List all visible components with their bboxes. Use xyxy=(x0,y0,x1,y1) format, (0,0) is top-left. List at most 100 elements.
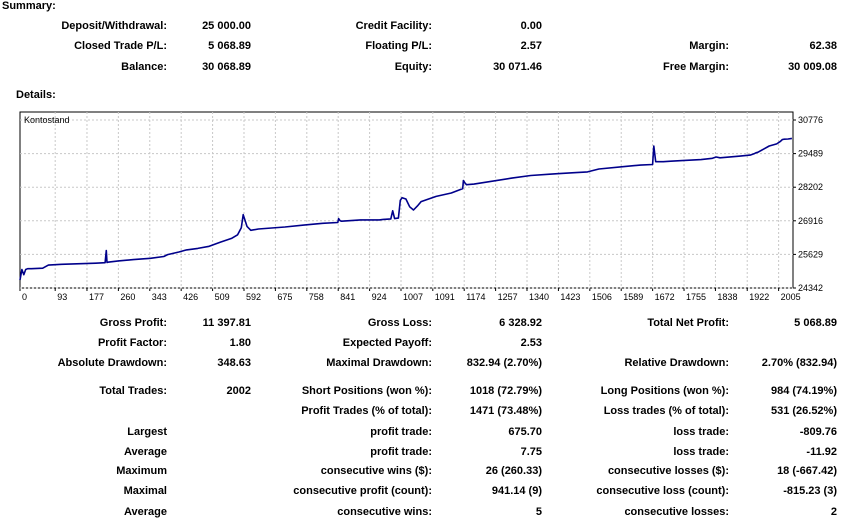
maximum-profit-label: consecutive wins ($): xyxy=(320,465,432,477)
gross-loss-value: 6 328.92 xyxy=(499,317,542,329)
largest-profit-label: profit trade: xyxy=(370,426,432,438)
average-loss-value: -11.92 xyxy=(806,446,837,458)
relative-drawdown-value: 2.70% (832.94) xyxy=(761,357,837,369)
x-tick-label: 509 xyxy=(215,292,230,302)
closed-trade-pl-label: Closed Trade P/L: xyxy=(74,40,167,52)
profit-trades-label: Profit Trades (% of total): xyxy=(301,405,432,417)
equity-label: Equity: xyxy=(394,61,432,73)
maximum-loss-label: consecutive losses ($): xyxy=(607,465,729,477)
absolute-drawdown-label: Absolute Drawdown: xyxy=(57,357,167,369)
x-tick-label: 592 xyxy=(246,292,261,302)
short-positions-label: Short Positions (won %): xyxy=(301,385,432,397)
maximal-profit-value: 941.14 (9) xyxy=(491,485,542,497)
x-tick-label: 758 xyxy=(309,292,324,302)
x-tick-label: 260 xyxy=(120,292,135,302)
largest-label: Largest xyxy=(127,426,167,438)
total-trades-value: 2002 xyxy=(226,385,251,397)
deposit-withdrawal-label: Deposit/Withdrawal: xyxy=(61,20,167,32)
x-tick-label: 1589 xyxy=(623,292,643,302)
free-margin-value: 30 009.08 xyxy=(788,61,837,73)
total-net-profit-value: 5 068.89 xyxy=(794,317,837,329)
x-tick-label: 426 xyxy=(183,292,198,302)
total-net-profit-label: Total Net Profit: xyxy=(647,317,729,329)
average-consecutive-label: Average xyxy=(123,506,167,518)
maximal-drawdown-value: 832.94 (2.70%) xyxy=(466,357,542,369)
expected-payoff-value: 2.53 xyxy=(520,337,542,349)
balance-chart: 0 93 177 260 343 426 509 592 675 758 841 924 1007 109… xyxy=(19,111,823,302)
profit-factor-label: Profit Factor: xyxy=(97,337,167,349)
x-tick-label: 343 xyxy=(152,292,167,302)
x-tick-label: 1755 xyxy=(686,292,706,302)
x-tick-label: 1506 xyxy=(592,292,612,302)
total-trades-label: Total Trades: xyxy=(99,385,167,397)
details-heading: Details: xyxy=(16,89,56,101)
x-tick-label: 1091 xyxy=(435,292,455,302)
x-tick-label: 924 xyxy=(372,292,387,302)
x-tick-label: 841 xyxy=(340,292,355,302)
gross-profit-label: Gross Profit: xyxy=(99,317,167,329)
x-tick-label: 1174 xyxy=(466,292,485,302)
y-tick-label: 26916 xyxy=(798,216,823,226)
credit-facility-label: Credit Facility: xyxy=(355,20,432,32)
x-tick-label: 1423 xyxy=(560,292,580,302)
profit-trades-value: 1471 (73.48%) xyxy=(469,405,542,417)
average-consecutive-profit-label: consecutive wins: xyxy=(337,506,432,518)
profit-factor-value: 1.80 xyxy=(229,337,251,349)
largest-loss-label: loss trade: xyxy=(673,426,729,438)
loss-trades-label: Loss trades (% of total): xyxy=(603,405,729,417)
deposit-withdrawal-value: 25 000.00 xyxy=(202,20,251,32)
relative-drawdown-label: Relative Drawdown: xyxy=(624,357,729,369)
short-positions-value: 1018 (72.79%) xyxy=(469,385,542,397)
maximal-label: Maximal xyxy=(123,485,167,497)
closed-trade-pl-value: 5 068.89 xyxy=(208,40,251,52)
x-tick-label: 1672 xyxy=(655,292,675,302)
x-tick-label: 93 xyxy=(57,292,67,302)
x-tick-label: 1838 xyxy=(717,292,737,302)
x-tick-label: 1340 xyxy=(529,292,549,302)
credit-facility-value: 0.00 xyxy=(520,20,542,32)
x-tick-label: 1257 xyxy=(498,292,518,302)
maximal-drawdown-label: Maximal Drawdown: xyxy=(326,357,432,369)
maximal-loss-value: -815.23 (3) xyxy=(783,485,837,497)
average-consecutive-loss-value: 2 xyxy=(830,506,837,518)
y-tick-label: 25629 xyxy=(798,249,823,259)
long-positions-value: 984 (74.19%) xyxy=(770,385,837,397)
y-tick-label: 24342 xyxy=(798,283,823,293)
y-tick-label: 28202 xyxy=(798,182,823,192)
expected-payoff-label: Expected Payoff: xyxy=(342,337,432,349)
equity-value: 30 071.46 xyxy=(493,61,542,73)
x-tick-label: 675 xyxy=(277,292,292,302)
average-profit-value: 7.75 xyxy=(520,446,542,458)
average-profit-label: profit trade: xyxy=(370,446,432,458)
floating-pl-value: 2.57 xyxy=(520,40,542,52)
average-consecutive-profit-value: 5 xyxy=(535,506,542,518)
summary-heading: Summary: xyxy=(2,0,56,12)
x-tick-label: 0 xyxy=(22,292,27,302)
margin-label: Margin: xyxy=(689,40,729,52)
average-loss-label: loss trade: xyxy=(673,446,729,458)
average-consecutive-loss-label: consecutive losses: xyxy=(624,506,729,518)
balance-label: Balance: xyxy=(121,61,167,73)
x-tick-label: 2005 xyxy=(781,292,801,302)
x-tick-label: 1007 xyxy=(403,292,423,302)
balance-series-line xyxy=(19,137,793,281)
balance-value: 30 068.89 xyxy=(202,61,251,73)
loss-trades-value: 531 (26.52%) xyxy=(770,405,837,417)
largest-loss-value: -809.76 xyxy=(799,426,837,438)
margin-value: 62.38 xyxy=(809,40,837,52)
maximal-loss-label: consecutive loss (count): xyxy=(596,485,729,497)
long-positions-label: Long Positions (won %): xyxy=(600,385,729,397)
maximum-loss-value: 18 (-667.42) xyxy=(777,465,837,477)
average-label: Average xyxy=(123,446,167,458)
gross-loss-label: Gross Loss: xyxy=(367,317,432,329)
x-tick-label: 1922 xyxy=(749,292,769,302)
y-tick-label: 30776 xyxy=(798,115,823,125)
floating-pl-label: Floating P/L: xyxy=(365,40,432,52)
maximum-profit-value: 26 (260.33) xyxy=(485,465,542,477)
x-tick-label: 177 xyxy=(89,292,104,302)
gross-profit-value: 11 397.81 xyxy=(202,317,251,329)
y-tick-label: 29489 xyxy=(798,149,823,159)
largest-profit-value: 675.70 xyxy=(508,426,542,438)
maximum-label: Maximum xyxy=(116,465,167,477)
maximal-profit-label: consecutive profit (count): xyxy=(293,485,432,497)
